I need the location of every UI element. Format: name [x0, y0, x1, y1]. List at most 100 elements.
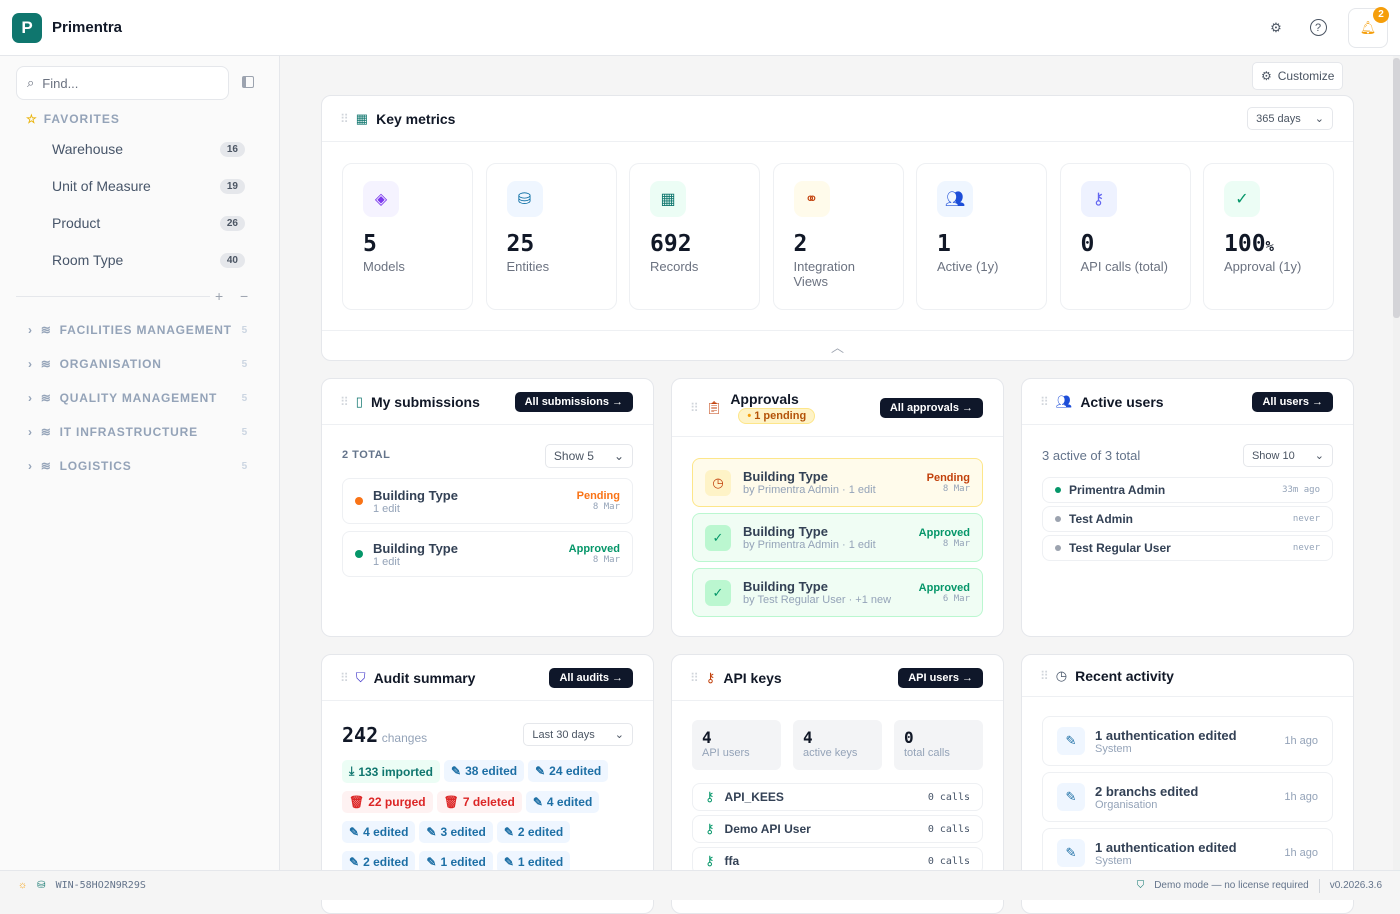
all-audits-button[interactable]: All audits → [549, 667, 633, 688]
edit-icon: ✎ [349, 825, 360, 839]
favorite-item[interactable]: Warehouse 16 [52, 141, 245, 157]
clipboard-check-icon: 📋︎ [705, 399, 723, 415]
audit-chip[interactable]: 🗑︎ 22 purged [342, 791, 433, 813]
status-dot [1055, 516, 1061, 522]
collapse-chevron-up-icon[interactable]: ︿ [322, 330, 1353, 356]
layers-icon: ≋ [40, 357, 52, 371]
drag-handle-icon[interactable]: ⠿ [340, 394, 349, 409]
drag-handle-icon[interactable]: ⠿ [690, 400, 699, 415]
bell-icon: 🔔︎ [1359, 19, 1377, 35]
sidebar: ⌕ Find... ☆ FAVORITES Warehouse 16 Unit of M… [0, 56, 280, 870]
activity-item[interactable]: ✎ 1 authentication edited System 1h ago [1042, 716, 1333, 766]
chevron-right-icon: › [28, 323, 33, 337]
api-users-button[interactable]: API users → [898, 667, 983, 688]
approvals-card: ⠿ 📋︎ Approvals • 1 pending All approvals →… [671, 378, 1004, 637]
card-title: Audit summary [373, 669, 476, 686]
audit-chip[interactable]: 🗑︎ 7 deleted [436, 791, 522, 813]
sidebar-toggle-icon[interactable] [242, 76, 254, 88]
top-bar: P Primentra ⚙ ? 🔔︎ 2 [0, 0, 1400, 56]
help-icon[interactable]: ? [1306, 16, 1330, 40]
clock-icon: ◷ [705, 469, 731, 496]
user-item[interactable]: Test Admin never [1042, 506, 1333, 532]
model-group[interactable]: › ≋ ORGANISATION 5 [28, 357, 248, 371]
gear-icon[interactable]: ⚙ [1270, 19, 1282, 35]
pending-badge: • 1 pending [738, 408, 816, 424]
edit-icon: ✎ [1057, 839, 1085, 867]
submission-item[interactable]: Building Type 1 edit Pending 8 Mar [342, 478, 633, 524]
audit-chip[interactable]: ✎ 1 edited [496, 851, 571, 873]
audit-chip[interactable]: ✎ 1 edited [419, 851, 493, 873]
model-group[interactable]: › ≋ QUALITY MANAGEMENT 5 [28, 391, 248, 405]
api-stat: 4 active keys [793, 720, 882, 770]
range-select[interactable]: 365 days ⌄ [1247, 107, 1333, 130]
audit-chip[interactable]: ⤓ 133 imported [342, 760, 441, 783]
all-approvals-button[interactable]: All approvals → [879, 397, 983, 418]
collapse-all-button[interactable]: − [240, 288, 249, 304]
model-group[interactable]: › ≋ FACILITIES MANAGEMENT 5 [28, 323, 248, 337]
audit-chip[interactable]: ✎ 24 edited [528, 760, 609, 782]
customize-button[interactable]: ⚙ Customize [1252, 62, 1344, 90]
submission-item[interactable]: Building Type 1 edit Approved 8 Mar [342, 531, 633, 577]
audit-chip[interactable]: ✎ 3 edited [419, 821, 493, 843]
layers-icon: ≋ [40, 459, 52, 473]
api-key-item[interactable]: ⚷ API_KEES 0 calls [692, 783, 983, 811]
scrollbar[interactable] [1393, 56, 1400, 870]
check-circle-icon: ✓ [1224, 181, 1260, 217]
metric-tile: ▦ 692 Records [629, 163, 760, 310]
app-name: Primentra [52, 19, 123, 36]
notifications-button[interactable]: 🔔︎ 2 [1348, 6, 1389, 48]
user-item[interactable]: Test Regular User never [1042, 535, 1333, 561]
key-icon: ⚷ [705, 669, 716, 685]
search-input[interactable]: ⌕ Find... [16, 66, 229, 100]
approval-item[interactable]: ◷ Building Type by Primentra Admin · 1 edi… [692, 458, 983, 507]
edit-icon: ✎ [535, 764, 546, 778]
chevron-down-icon: ⌄ [1314, 450, 1324, 462]
activity-item[interactable]: ✎ 2 branchs edited Organisation 1h ago [1042, 772, 1333, 822]
audit-chip[interactable]: ✎ 2 edited [496, 821, 571, 843]
active-summary: 3 active of 3 total [1042, 448, 1141, 463]
expand-all-button[interactable]: + [215, 288, 224, 304]
audit-chip[interactable]: ✎ 4 edited [342, 821, 416, 843]
drag-handle-icon[interactable]: ⠿ [690, 670, 699, 685]
show-select[interactable]: Show 10 ⌄ [1242, 444, 1333, 467]
users-icon: 👥︎ [1055, 393, 1073, 409]
audit-chip[interactable]: ✎ 2 edited [342, 851, 416, 873]
audit-chip[interactable]: ✎ 38 edited [444, 760, 525, 782]
card-title: Approvals [730, 391, 799, 407]
model-group[interactable]: › ≋ LOGISTICS 5 [28, 459, 248, 473]
activity-item[interactable]: ✎ 1 authentication edited System 1h ago [1042, 828, 1333, 878]
theme-toggle-sun-icon[interactable]: ☼ [18, 880, 28, 891]
all-submissions-button[interactable]: All submissions → [514, 391, 633, 412]
favorite-item[interactable]: Unit of Measure 19 [52, 178, 245, 194]
user-item[interactable]: Primentra Admin 33m ago [1042, 477, 1333, 503]
favorite-item[interactable]: Room Type 40 [52, 252, 245, 268]
metric-tile: 👥︎ 1 Active (1y) [916, 163, 1047, 310]
drag-handle-icon[interactable]: ⠿ [1040, 668, 1049, 683]
layers-icon: ≋ [40, 391, 52, 405]
approval-item[interactable]: ✓ Building Type by Test Regular User · +1 … [692, 568, 983, 617]
model-group[interactable]: › ≋ IT INFRASTRUCTURE 5 [28, 425, 248, 439]
drag-handle-icon[interactable]: ⠿ [1040, 394, 1049, 409]
audit-chip[interactable]: ✎ 4 edited [525, 791, 600, 813]
edit-icon: ✎ [426, 855, 437, 869]
key-icon: ⚷ [705, 821, 715, 836]
key-metrics-card: ⠿ ▦ Key metrics 365 days ⌄ ◈ 5 Models ⛁ 25 Entit… [321, 95, 1354, 361]
range-select[interactable]: Last 30 days ⌄ [523, 723, 633, 746]
metric-tile: ⚷ 0 API calls (total) [1059, 163, 1191, 310]
metric-tile: ✓ 100% Approval (1y) [1203, 163, 1334, 310]
edit-icon: ✎ [1057, 727, 1085, 755]
chevron-right-icon: › [28, 357, 33, 371]
api-key-item[interactable]: ⚷ Demo API User 0 calls [692, 815, 983, 843]
trash-icon: 🗑︎ [349, 795, 365, 809]
status-dot [1055, 545, 1061, 551]
edit-icon: ✎ [426, 825, 437, 839]
database-icon: ⛁ [506, 181, 543, 217]
show-select[interactable]: Show 5 ⌄ [544, 444, 633, 468]
drag-handle-icon[interactable]: ⠿ [340, 111, 349, 126]
all-users-button[interactable]: All users → [1252, 391, 1333, 412]
favorite-item[interactable]: Product 26 [52, 215, 245, 231]
approval-item[interactable]: ✓ Building Type by Primentra Admin · 1 edi… [692, 513, 983, 562]
server-icon: ⛁ [37, 880, 46, 891]
key-icon: ⚷ [705, 789, 715, 804]
drag-handle-icon[interactable]: ⠿ [340, 670, 349, 685]
